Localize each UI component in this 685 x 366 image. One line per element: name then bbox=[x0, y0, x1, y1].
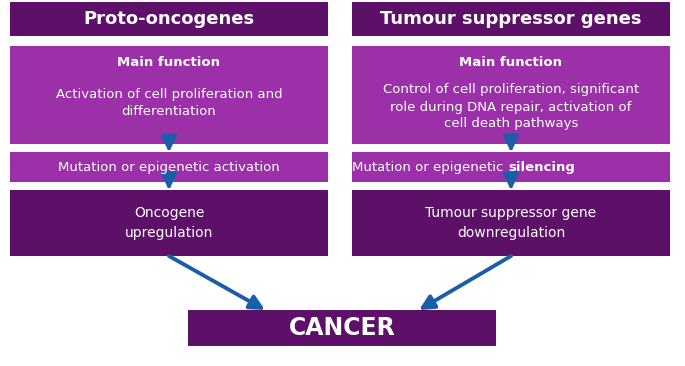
FancyBboxPatch shape bbox=[352, 152, 670, 182]
FancyBboxPatch shape bbox=[10, 46, 328, 144]
Text: Activation of cell proliferation and
differentiation: Activation of cell proliferation and dif… bbox=[55, 88, 282, 118]
Text: Mutation or epigenetic: Mutation or epigenetic bbox=[352, 161, 508, 173]
Text: Mutation or epigenetic activation: Mutation or epigenetic activation bbox=[58, 161, 280, 173]
FancyBboxPatch shape bbox=[10, 152, 328, 182]
FancyBboxPatch shape bbox=[352, 2, 670, 36]
Text: Main function: Main function bbox=[118, 56, 221, 70]
Text: Tumour suppressor gene
downregulation: Tumour suppressor gene downregulation bbox=[425, 206, 597, 240]
Text: Proto-oncogenes: Proto-oncogenes bbox=[84, 10, 255, 28]
Text: Control of cell proliferation, significant
role during DNA repair, activation of: Control of cell proliferation, significa… bbox=[383, 83, 639, 131]
FancyBboxPatch shape bbox=[188, 310, 496, 346]
FancyBboxPatch shape bbox=[10, 190, 328, 256]
Text: Oncogene
upregulation: Oncogene upregulation bbox=[125, 206, 213, 240]
FancyBboxPatch shape bbox=[352, 190, 670, 256]
Text: CANCER: CANCER bbox=[288, 316, 395, 340]
FancyBboxPatch shape bbox=[352, 46, 670, 144]
Text: Main function: Main function bbox=[460, 56, 562, 70]
Text: Tumour suppressor genes: Tumour suppressor genes bbox=[380, 10, 642, 28]
FancyBboxPatch shape bbox=[10, 2, 328, 36]
Text: silencing: silencing bbox=[508, 161, 575, 173]
